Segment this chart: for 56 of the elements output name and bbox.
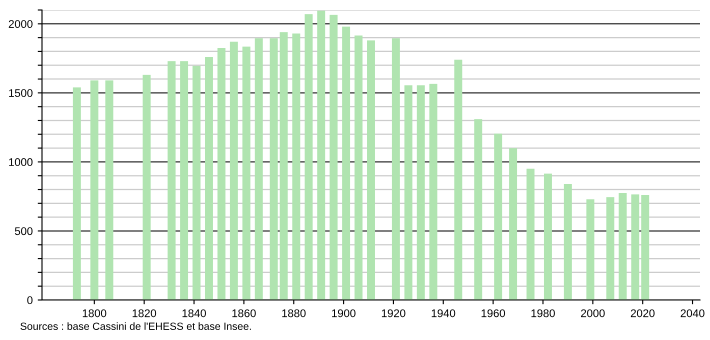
- x-tick-label: 1960: [482, 309, 506, 318]
- bar: [354, 36, 363, 300]
- source-note: Sources : base Cassini de l'EHESS et base Insee.: [20, 322, 251, 330]
- bar: [205, 56, 213, 300]
- bar: [474, 119, 482, 300]
- bar: [330, 14, 338, 300]
- x-tick-label: 1900: [332, 309, 356, 318]
- bar: [367, 40, 375, 300]
- bar: [404, 85, 412, 300]
- bar: [304, 14, 313, 300]
- bar: [544, 174, 552, 300]
- x-tick-label: 1860: [232, 309, 256, 318]
- bar: [280, 32, 288, 300]
- bar: [526, 168, 535, 300]
- bar: [180, 61, 188, 300]
- bar: [416, 85, 425, 300]
- bar: [618, 192, 627, 300]
- bar: [641, 195, 650, 300]
- x-tick-label: 2020: [630, 309, 655, 318]
- x-tick-label: 2000: [581, 309, 605, 318]
- bar: [564, 184, 572, 300]
- x-tick-label: 1920: [382, 309, 406, 318]
- bar: [105, 80, 114, 300]
- bar: [292, 33, 300, 300]
- x-tick-label: 1880: [282, 309, 306, 318]
- bar: [392, 38, 400, 300]
- x-tick-label: 1940: [432, 309, 456, 318]
- bar: [317, 10, 326, 300]
- bar: [90, 80, 98, 300]
- y-tick-label: 2000: [8, 20, 33, 28]
- bar: [494, 134, 502, 300]
- bar: [509, 148, 518, 300]
- x-tick-label: 1840: [182, 309, 206, 318]
- bar: [242, 46, 250, 300]
- bar: [270, 38, 278, 300]
- bar: [142, 74, 151, 300]
- bar: [631, 194, 640, 300]
- bar: [454, 60, 462, 300]
- x-tick-label: 2040: [680, 309, 704, 318]
- bar: [72, 87, 81, 300]
- bar: [168, 61, 176, 300]
- bar: [230, 42, 238, 300]
- bar: [254, 38, 263, 300]
- x-tick-label: 1980: [531, 309, 555, 318]
- bar: [429, 84, 438, 300]
- x-tick-label: 1820: [132, 309, 156, 318]
- y-tick-label: 1500: [9, 89, 33, 97]
- y-tick-label: 1000: [9, 158, 33, 166]
- bar: [586, 199, 594, 300]
- bar: [606, 197, 614, 300]
- bar: [342, 26, 350, 300]
- bar: [192, 66, 201, 300]
- y-tick-label: 500: [14, 227, 33, 236]
- y-tick-label: 0: [27, 296, 33, 304]
- x-tick-label: 1800: [82, 309, 106, 318]
- bar: [217, 48, 226, 300]
